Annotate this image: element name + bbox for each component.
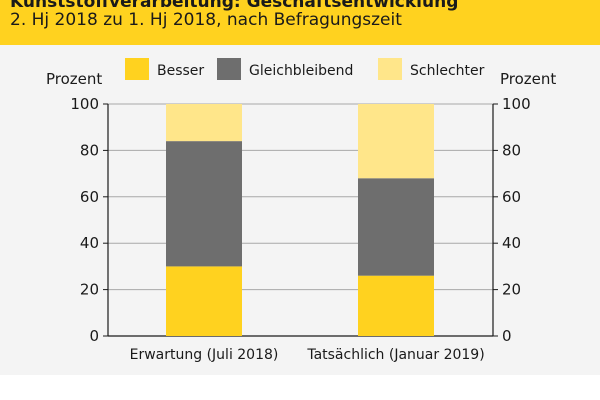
legend-swatch-schlechter [378,58,402,80]
category-label: Tatsächlich (Januar 2019) [306,347,484,363]
chart-subtitle: 2. Hj 2018 zu 1. Hj 2018, nach Befragung… [10,10,402,30]
legend-swatch-gleichbleibend [217,58,241,80]
y-tick-label-left: 80 [80,141,99,159]
y-tick-label-right: 20 [502,281,521,299]
legend-swatch-besser [125,58,149,80]
y-axis-title-left: Prozent [46,70,102,88]
y-tick-label-right: 0 [502,327,512,345]
bar-segment-besser [358,275,434,336]
y-tick-label-left: 40 [80,234,99,252]
y-tick-label-left: 0 [89,327,99,345]
y-tick-label-right: 40 [502,234,521,252]
y-tick-label-left: 20 [80,281,99,299]
y-tick-label-right: 100 [502,95,531,113]
legend-label-besser: Besser [157,63,204,79]
legend-label-schlechter: Schlechter [410,63,485,79]
plot-background [0,45,600,375]
y-tick-label-right: 80 [502,141,521,159]
bar-segment-gleichbleibend [358,178,434,276]
chart-title: Kunststoffverarbeitung: Geschäftsentwick… [10,0,459,12]
y-tick-label-left: 100 [70,95,99,113]
bar-segment-schlechter [358,104,434,179]
header-band: Kunststoffverarbeitung: Geschäftsentwick… [0,0,600,45]
y-tick-label-right: 60 [502,188,521,206]
category-label: Erwartung (Juli 2018) [130,347,279,363]
y-axis-title-right: Prozent [500,70,556,88]
bar-segment-besser [166,266,242,336]
bar-segment-gleichbleibend [166,141,242,267]
legend-label-gleichbleibend: Gleichbleibend [249,63,353,79]
bar-segment-schlechter [166,104,242,142]
y-tick-label-left: 60 [80,188,99,206]
